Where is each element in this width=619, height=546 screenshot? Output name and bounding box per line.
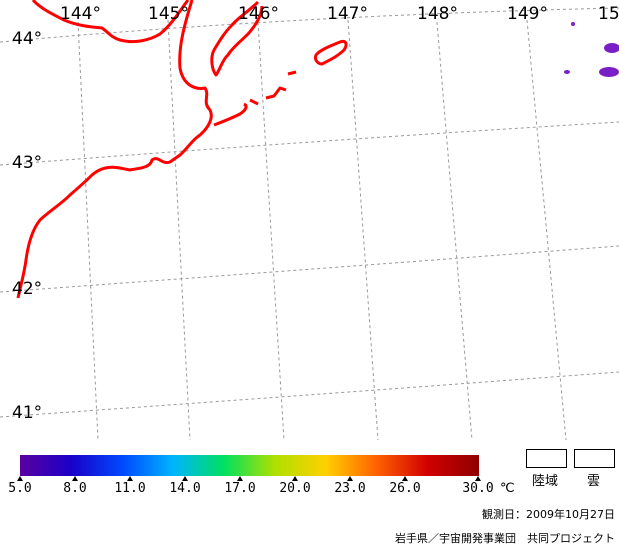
parallel-41 [0,371,619,418]
cloud-patch [571,22,575,26]
lat-label: 44° [12,29,42,49]
colorbar-tick-0-mark [17,476,23,481]
colorbar-tick-1-mark [72,476,78,481]
colorbar-tick-label: 26.0 [389,481,421,496]
meridian-145 [167,19,191,440]
lon-label: 147° [327,4,368,24]
lon-label: 15 [598,4,619,24]
land-legend-swatch [526,449,567,468]
colorbar-tick-label: 20.0 [279,481,311,496]
colorbar-tick-4-mark [237,476,243,481]
longitude-labels: 144° 145° 146° 147° 148° 149° 15 [60,4,619,24]
cloud-patch [604,43,619,53]
hokkaido-east-coast [16,0,213,299]
colorbar-tick-7-mark [402,476,408,481]
meridian-149 [526,19,567,440]
colorbar-tick-label: 14.0 [169,481,201,496]
coastline [16,0,348,299]
shiretoko-peninsula [210,0,264,77]
colorbar-tick-2-mark [127,476,133,481]
colorbar-tick-label: 17.0 [224,481,256,496]
colorbar-tick-6-mark [347,476,353,481]
colorbar-tick-label: 8.0 [63,481,87,496]
lon-label: 146° [238,4,279,24]
meridian-148 [436,21,473,440]
kunashiri-fragment [249,70,297,106]
meridian-146 [257,21,285,440]
colorbar-tick-label: 5.0 [8,481,32,496]
etorofu-island [314,40,348,66]
credit-line: 岩手県／宇宙開発事業団 共同プロジェクト [395,532,615,545]
lon-label: 148° [417,4,458,24]
parallel-44 [0,7,619,43]
graticule [0,7,619,440]
lon-label: 144° [60,4,101,24]
lat-label: 42° [12,279,42,299]
colorbar-tick-label: 23.0 [334,481,366,496]
sst-map: 144° 145° 146° 147° 148° 149° 15 44° 43°… [0,0,619,440]
latitude-labels: 44° 43° 42° 41° [12,29,42,423]
colorbar-tick-label: 11.0 [114,481,146,496]
cloud-legend-label: 雲 [587,474,601,489]
colorbar-tick-label: 30.0 [462,481,494,496]
temperature-unit: ℃ [500,481,515,496]
hokkaido-north-coast [31,0,190,44]
colorbar-tick-3-mark [182,476,188,481]
parallel-42 [0,245,619,293]
observation-date: 観測日：2009年10月27日 [482,508,615,521]
lon-label: 145° [148,4,189,24]
cloud-legend-swatch [574,449,615,468]
colorbar-tick-8-mark [475,476,481,481]
parallel-43 [0,121,619,166]
nemuro-peninsula [213,102,248,127]
land-legend-label: 陸域 [532,474,559,489]
meridian-144 [77,21,99,440]
lat-label: 41° [12,403,42,423]
lat-label: 43° [12,153,42,173]
lon-label: 149° [507,4,548,24]
cloud-patch [564,70,570,74]
colorbar-tick-5-mark [292,476,298,481]
sst-colorbar [20,455,479,476]
cloud-patches [564,22,619,77]
meridian-147 [347,19,379,440]
cloud-patch [599,67,619,77]
